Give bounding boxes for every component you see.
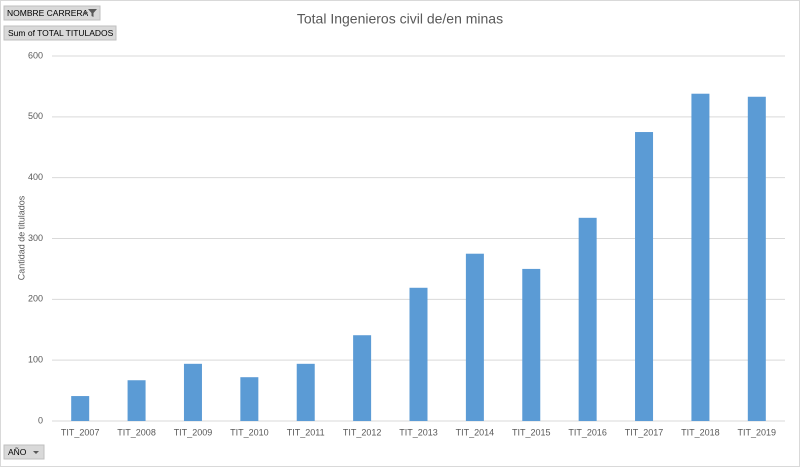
dropdown-icon xyxy=(33,451,39,454)
y-tick-label: 400 xyxy=(28,172,43,182)
x-tick-label: TIT_2011 xyxy=(287,427,325,437)
bar xyxy=(127,380,146,421)
bar xyxy=(353,335,372,421)
button-label: Sum of TOTAL TITULADOS xyxy=(8,28,114,38)
button-label: NOMBRE CARRERA xyxy=(7,8,89,18)
y-tick-label: 600 xyxy=(28,50,43,60)
bar xyxy=(522,268,541,421)
bar xyxy=(578,217,597,421)
bar xyxy=(71,396,90,421)
x-tick-label: TIT_2010 xyxy=(230,427,269,437)
x-tick-label: TIT_2012 xyxy=(343,427,382,437)
x-tick-label: TIT_2014 xyxy=(456,427,495,437)
y-tick-label: 0 xyxy=(38,415,43,425)
x-tick-label: TIT_2017 xyxy=(625,427,664,437)
button-bg xyxy=(3,5,101,21)
bar xyxy=(296,363,315,421)
button-label: AÑO xyxy=(8,447,27,457)
bar xyxy=(635,132,654,421)
filter-icon xyxy=(83,9,97,17)
bar xyxy=(747,96,766,421)
bar xyxy=(183,363,202,421)
y-tick-label: 100 xyxy=(28,355,43,365)
button-bg xyxy=(3,444,45,460)
y-tick-label: 200 xyxy=(28,294,43,304)
x-tick-label: TIT_2007 xyxy=(61,427,100,437)
filter-button[interactable]: NOMBRE CARRERA xyxy=(3,5,101,21)
bar xyxy=(465,253,484,421)
x-tick-label: TIT_2008 xyxy=(117,427,156,437)
chart-title: Total Ingenieros civil de/en minas xyxy=(297,11,503,27)
button-bg xyxy=(3,25,117,41)
bar xyxy=(409,287,428,421)
x-tick-label: TIT_2013 xyxy=(399,427,438,437)
axis-button[interactable]: AÑO xyxy=(3,444,45,460)
x-tick-label: TIT_2009 xyxy=(174,427,213,437)
y-axis-label: Cantidad de titulados xyxy=(16,195,26,280)
x-tick-label: TIT_2016 xyxy=(568,427,607,437)
y-tick-label: 500 xyxy=(28,111,43,121)
x-tick-label: TIT_2015 xyxy=(512,427,551,437)
bar xyxy=(240,377,259,421)
values-button[interactable]: Sum of TOTAL TITULADOS xyxy=(3,25,117,41)
x-tick-label: TIT_2018 xyxy=(681,427,720,437)
x-tick-label: TIT_2019 xyxy=(738,427,777,437)
bar xyxy=(691,93,710,421)
y-tick-label: 300 xyxy=(28,233,43,243)
